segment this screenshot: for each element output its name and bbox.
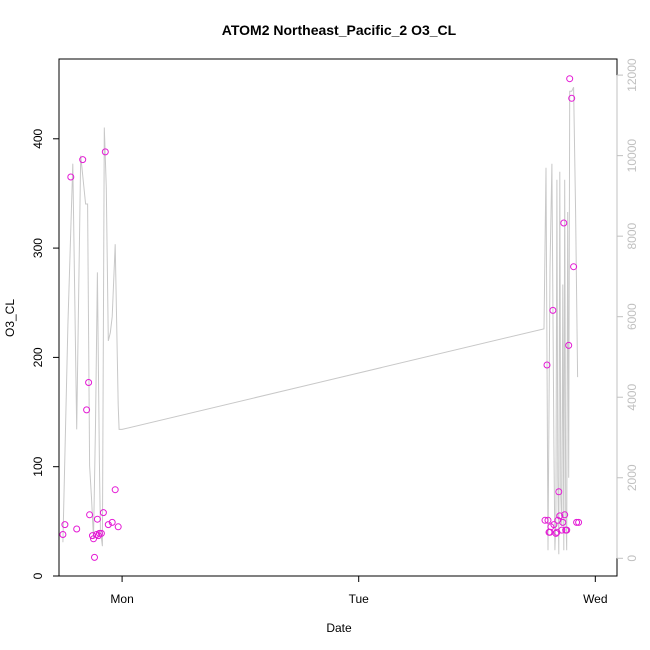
series-line-path	[62, 86, 579, 555]
data-point	[543, 361, 551, 369]
data-point	[552, 529, 560, 537]
plot-frame	[58, 58, 618, 577]
data-point	[99, 509, 107, 517]
data-point	[67, 173, 75, 181]
data-point	[108, 518, 116, 526]
y-axis-label: O3_CL	[3, 299, 17, 337]
data-point	[544, 516, 552, 524]
y-tick-label: 400	[31, 128, 45, 148]
series-line	[62, 86, 579, 555]
y2-tick-label: 8000	[625, 222, 639, 249]
series-points	[59, 75, 583, 561]
y2-tick-label: 12000	[625, 58, 639, 92]
data-point	[556, 512, 564, 520]
data-point	[559, 518, 567, 526]
chart-title: ATOM2 Northeast_Pacific_2 O3_CL	[222, 22, 457, 38]
data-point	[59, 531, 67, 538]
data-point	[101, 148, 109, 156]
y2-tick-label: 6000	[625, 303, 639, 330]
data-point	[61, 521, 69, 529]
data-point	[558, 526, 566, 534]
data-point	[93, 515, 101, 523]
y2-tick-label: 2000	[625, 464, 639, 491]
y-tick-label: 200	[31, 347, 45, 367]
x-tick-label: Tue	[349, 592, 370, 606]
x-axis: Mon Tue Wed	[110, 576, 608, 606]
data-point	[86, 511, 94, 519]
y-axis: 0 100 200 300 400	[31, 128, 59, 579]
data-point	[79, 156, 87, 164]
data-point	[91, 553, 98, 561]
data-point	[95, 529, 103, 537]
data-point	[573, 518, 581, 526]
data-point	[568, 94, 576, 102]
data-point	[541, 516, 549, 524]
data-point	[565, 341, 573, 349]
y-tick-label: 300	[31, 238, 45, 258]
y2-tick-label: 10000	[625, 139, 639, 173]
y2-tick-label: 4000	[625, 384, 639, 411]
y-tick-label: 0	[31, 572, 45, 579]
data-point	[555, 488, 563, 496]
data-point	[575, 518, 583, 526]
data-point	[560, 219, 568, 227]
x-tick-label: Mon	[110, 592, 133, 606]
y-tick-label: 100	[31, 456, 45, 476]
data-point	[549, 306, 557, 314]
data-point	[561, 511, 569, 519]
data-point	[566, 75, 574, 83]
data-point	[550, 521, 558, 529]
data-point	[85, 379, 93, 386]
data-point	[83, 406, 91, 414]
data-point	[570, 263, 578, 271]
data-point	[73, 525, 81, 533]
data-point	[104, 521, 112, 529]
data-point	[114, 523, 122, 531]
data-point	[563, 526, 571, 534]
data-point	[97, 529, 105, 537]
x-axis-label: Date	[326, 621, 352, 635]
x-tick-label: Wed	[583, 592, 607, 606]
data-point	[111, 486, 119, 494]
y2-tick-label: 0	[625, 555, 639, 562]
y-axis-right: 0 2000 4000 6000 8000 10000 12000	[616, 58, 639, 562]
